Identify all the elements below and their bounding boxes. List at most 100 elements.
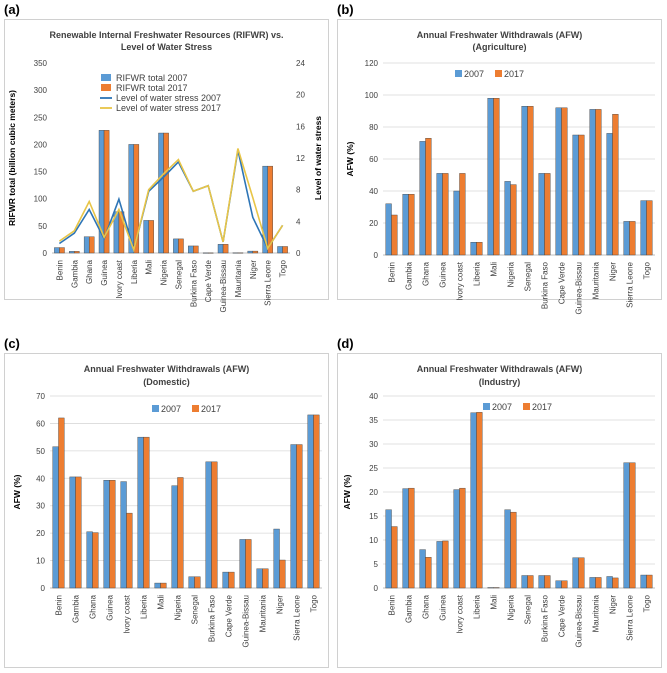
x-tick-label: Gambia [70,259,79,288]
bar [88,236,95,254]
y-tick-label: 5 [374,560,379,569]
bar [527,575,534,589]
bar [207,252,214,254]
bar [572,134,579,256]
y-tick-label: 0 [374,584,379,593]
chart-1: Annual Freshwater Withdrawals (AFW) (Agri… [345,30,655,314]
x-tick-label: Sierra Leone [626,261,635,307]
bar [510,511,517,589]
bar [188,245,194,254]
line-series [58,148,284,253]
x-tick-label: Sierra Leone [626,594,635,640]
x-tick-label: Ivory coast [456,261,465,300]
x-tick-label: Gambia [72,594,81,623]
bar [487,587,494,589]
x-tick-label: Gambia [405,594,414,623]
y-tick-label: 120 [365,59,379,68]
y-tick-label: 30 [36,502,45,511]
y-tick-label: 30 [369,440,378,449]
bar [419,141,426,256]
bar [493,587,500,589]
x-tick-label: Mali [490,595,499,610]
bar [589,577,596,589]
panel-label-d: (d) [337,336,354,351]
legend-swatch [455,70,462,77]
x-tick-label: Ghana [422,594,431,619]
panel-label-c: (c) [4,336,20,351]
x-tick-label: Togo [310,594,319,612]
legend-label: 2017 [504,69,524,79]
y2-axis-label: Level of water stress [313,116,323,200]
bar [595,577,602,589]
y-tick-label: 50 [38,222,47,231]
bar [158,132,164,254]
x-tick-label: Togo [643,261,652,279]
bar [487,97,494,256]
legend-swatch [192,405,199,412]
bar [538,173,545,256]
x-tick-label: Mauritania [592,261,601,299]
x-tick-label: Guinea [439,261,448,287]
bar [52,446,59,589]
y-axis-label: AFW (%) [345,141,355,176]
bar [510,184,517,256]
y-tick-label: 15 [369,512,378,521]
x-tick-label: Ghana [89,594,98,619]
x-tick-label: Mali [490,262,499,277]
bar [273,528,280,589]
x-tick-label: Burkina Faso [189,259,198,307]
x-tick-label: Mauritania [259,594,268,632]
bar [74,251,80,254]
bar [92,532,99,589]
chart-title: (Industry) [479,377,521,387]
y-tick-label: 35 [369,416,378,425]
x-tick-label: Ivory coast [123,594,132,633]
bar [402,488,409,589]
y-tick-label: 0 [374,251,379,260]
bar [408,193,415,256]
x-tick-label: Sierra Leone [293,594,302,640]
bar [59,247,65,254]
bar [391,526,398,589]
bar [86,531,93,589]
bar [126,512,133,589]
x-tick-label: Burkina Faso [541,594,550,642]
bar [205,461,212,589]
x-tick-label: Benin [388,262,397,282]
y-tick-label: 150 [34,168,48,177]
x-tick-label: Cape Verde [204,259,213,302]
bar [143,436,150,589]
bar [453,190,460,256]
bar [589,109,596,256]
bar [572,557,579,589]
bar [58,417,65,589]
chart-title: Annual Freshwater Withdrawals (AFW) [84,364,249,374]
bar [442,173,449,256]
bar [282,246,288,254]
bar [391,214,398,256]
x-tick-label: Mali [145,260,154,275]
y-tick-label: 0 [43,249,48,258]
bar [544,575,551,589]
x-tick-label: Benin [55,260,64,280]
x-tick-label: Nigeria [507,261,516,287]
y-tick-label: 25 [369,464,378,473]
chart-title: Level of Water Stress [121,42,212,52]
x-tick-label: Cape Verde [225,594,234,637]
y-tick-label: 70 [36,392,45,401]
chart-title: (Agriculture) [473,42,527,52]
bar [436,541,443,589]
bar [237,252,244,254]
bar [640,200,647,256]
bar [222,571,229,589]
bar [160,582,167,589]
bar [222,244,229,254]
y-tick-label: 100 [365,91,379,100]
bar [425,137,432,256]
y2-tick-label: 24 [296,59,305,68]
bar [193,245,199,254]
bar [493,97,500,256]
bar [279,559,286,589]
